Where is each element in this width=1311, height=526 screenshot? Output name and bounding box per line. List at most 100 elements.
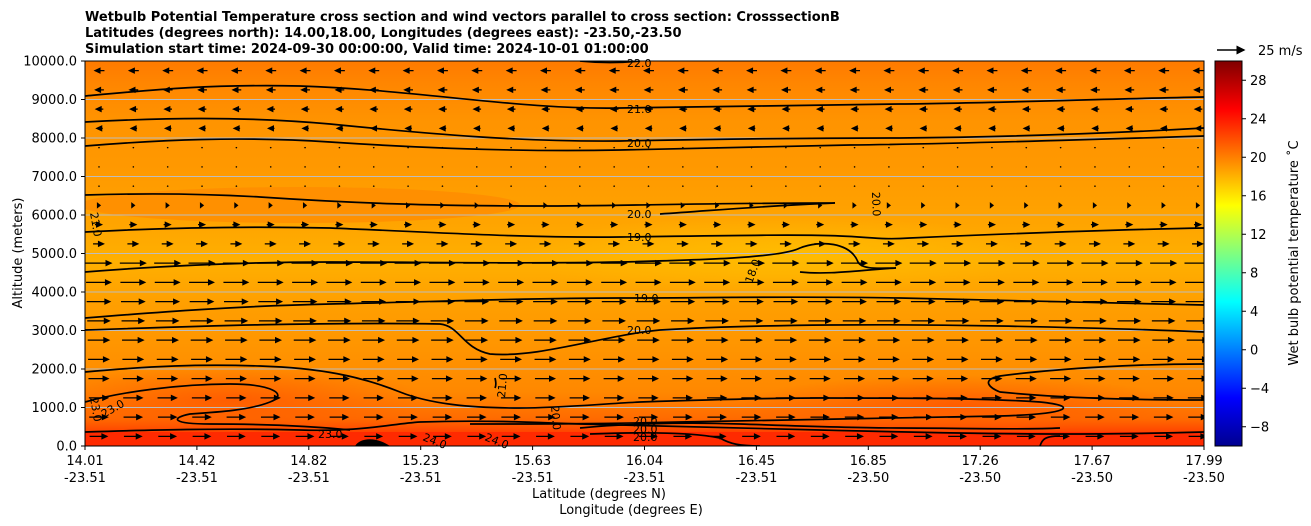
wind-vector [644,125,653,132]
wind-vector [1024,202,1029,209]
wind-vector [639,433,658,440]
wind-vector [1085,413,1105,421]
wind-vector [155,298,181,305]
contour-label: 20.0 [633,431,658,444]
wind-vector [1051,433,1071,440]
wind-vector [361,298,387,305]
wind-vector [713,221,722,228]
wind-vector [429,279,456,286]
wind-vector [922,166,925,168]
wind-vector [269,166,272,168]
wind-vector [1187,356,1204,363]
wind-vector [430,298,455,305]
wind-vector [88,375,110,382]
wind-vector [475,166,478,168]
wind-vector [1025,185,1028,187]
wind-vector [773,298,799,305]
contour-label: 23.0 [318,428,343,441]
wind-vector [360,259,388,267]
wind-vector [225,336,248,344]
wind-vectors [85,67,1204,440]
wind-vector [370,125,378,132]
wind-vector [471,67,483,74]
wind-vector [405,202,411,209]
wind-vector [716,185,718,187]
wind-vector [612,202,617,209]
wind-vector [886,202,892,209]
wind-vector [403,105,413,113]
wind-vector [774,356,797,363]
wind-vector [955,202,960,209]
wind-vector [922,146,925,149]
wind-vector [500,375,522,382]
wind-vector [740,356,763,363]
contour-label: 20.0 [548,405,563,431]
wind-vector [85,259,113,267]
wind-vector [223,279,250,286]
wind-vector [911,317,936,325]
wind-vector [602,317,626,325]
x-tick-lon: -23.50 [1071,471,1113,486]
contour-label: 20.0 [633,423,658,436]
wind-vector [190,317,214,325]
wind-vector [646,202,651,209]
wind-vector [163,105,172,113]
wind-vector [438,221,447,228]
wind-vector [441,166,444,168]
y-tick-label: 3000.0 [32,324,78,339]
wind-vector [912,375,934,382]
wind-vector [98,146,100,149]
wind-vector [1193,105,1203,113]
wind-vector [566,259,594,267]
colorbar-tick-label: 28 [1250,74,1267,89]
wind-vector [507,221,516,228]
wind-vector [295,433,315,440]
wind-vector [785,166,787,168]
wind-vector [713,125,721,132]
wind-vector [300,105,310,113]
wind-vector [814,67,826,74]
wind-vector [188,259,216,267]
wind-vector [1012,259,1040,267]
contour-21-upper [85,84,1204,109]
wind-vector [395,279,422,286]
wind-vector [602,336,626,344]
wind-vector [156,356,179,363]
wind-vector [403,86,413,94]
wind-vector [120,279,147,286]
contour-right-bulge [987,363,1204,401]
wind-vector [129,125,138,132]
wind-vector [1118,356,1141,363]
wind-vector [875,259,903,267]
wind-vector [122,356,145,363]
colorbar-label: Wet bulb potential temperature ˚C [1286,140,1302,365]
wind-vector [1116,298,1142,305]
wind-vector [291,259,319,267]
wind-vector [293,336,317,344]
wind-vector [372,166,375,168]
wind-vector [987,86,997,94]
wind-vector [1150,259,1178,267]
contour-19 [85,226,1204,240]
wind-vector [711,240,724,248]
wind-vector [1152,356,1175,363]
wind-vector [808,336,832,344]
wind-vector [637,336,660,344]
wind-vector [740,375,763,382]
wind-vector [295,413,315,421]
wind-vector [1021,105,1031,113]
wind-vector [917,240,930,248]
wind-vector [885,125,893,132]
wind-vector [466,375,488,382]
wind-vector [741,394,762,402]
wind-vector [716,146,718,149]
wind-vector [364,433,384,440]
wind-vector [952,86,963,94]
wind-vector [292,279,318,286]
wind-vector [1128,185,1131,187]
wind-vector [1161,202,1166,209]
x-tick-lon: -23.51 [176,471,218,486]
wind-vector [302,202,308,209]
wind-vector [707,433,727,440]
y-tick-label: 5000.0 [32,247,78,262]
